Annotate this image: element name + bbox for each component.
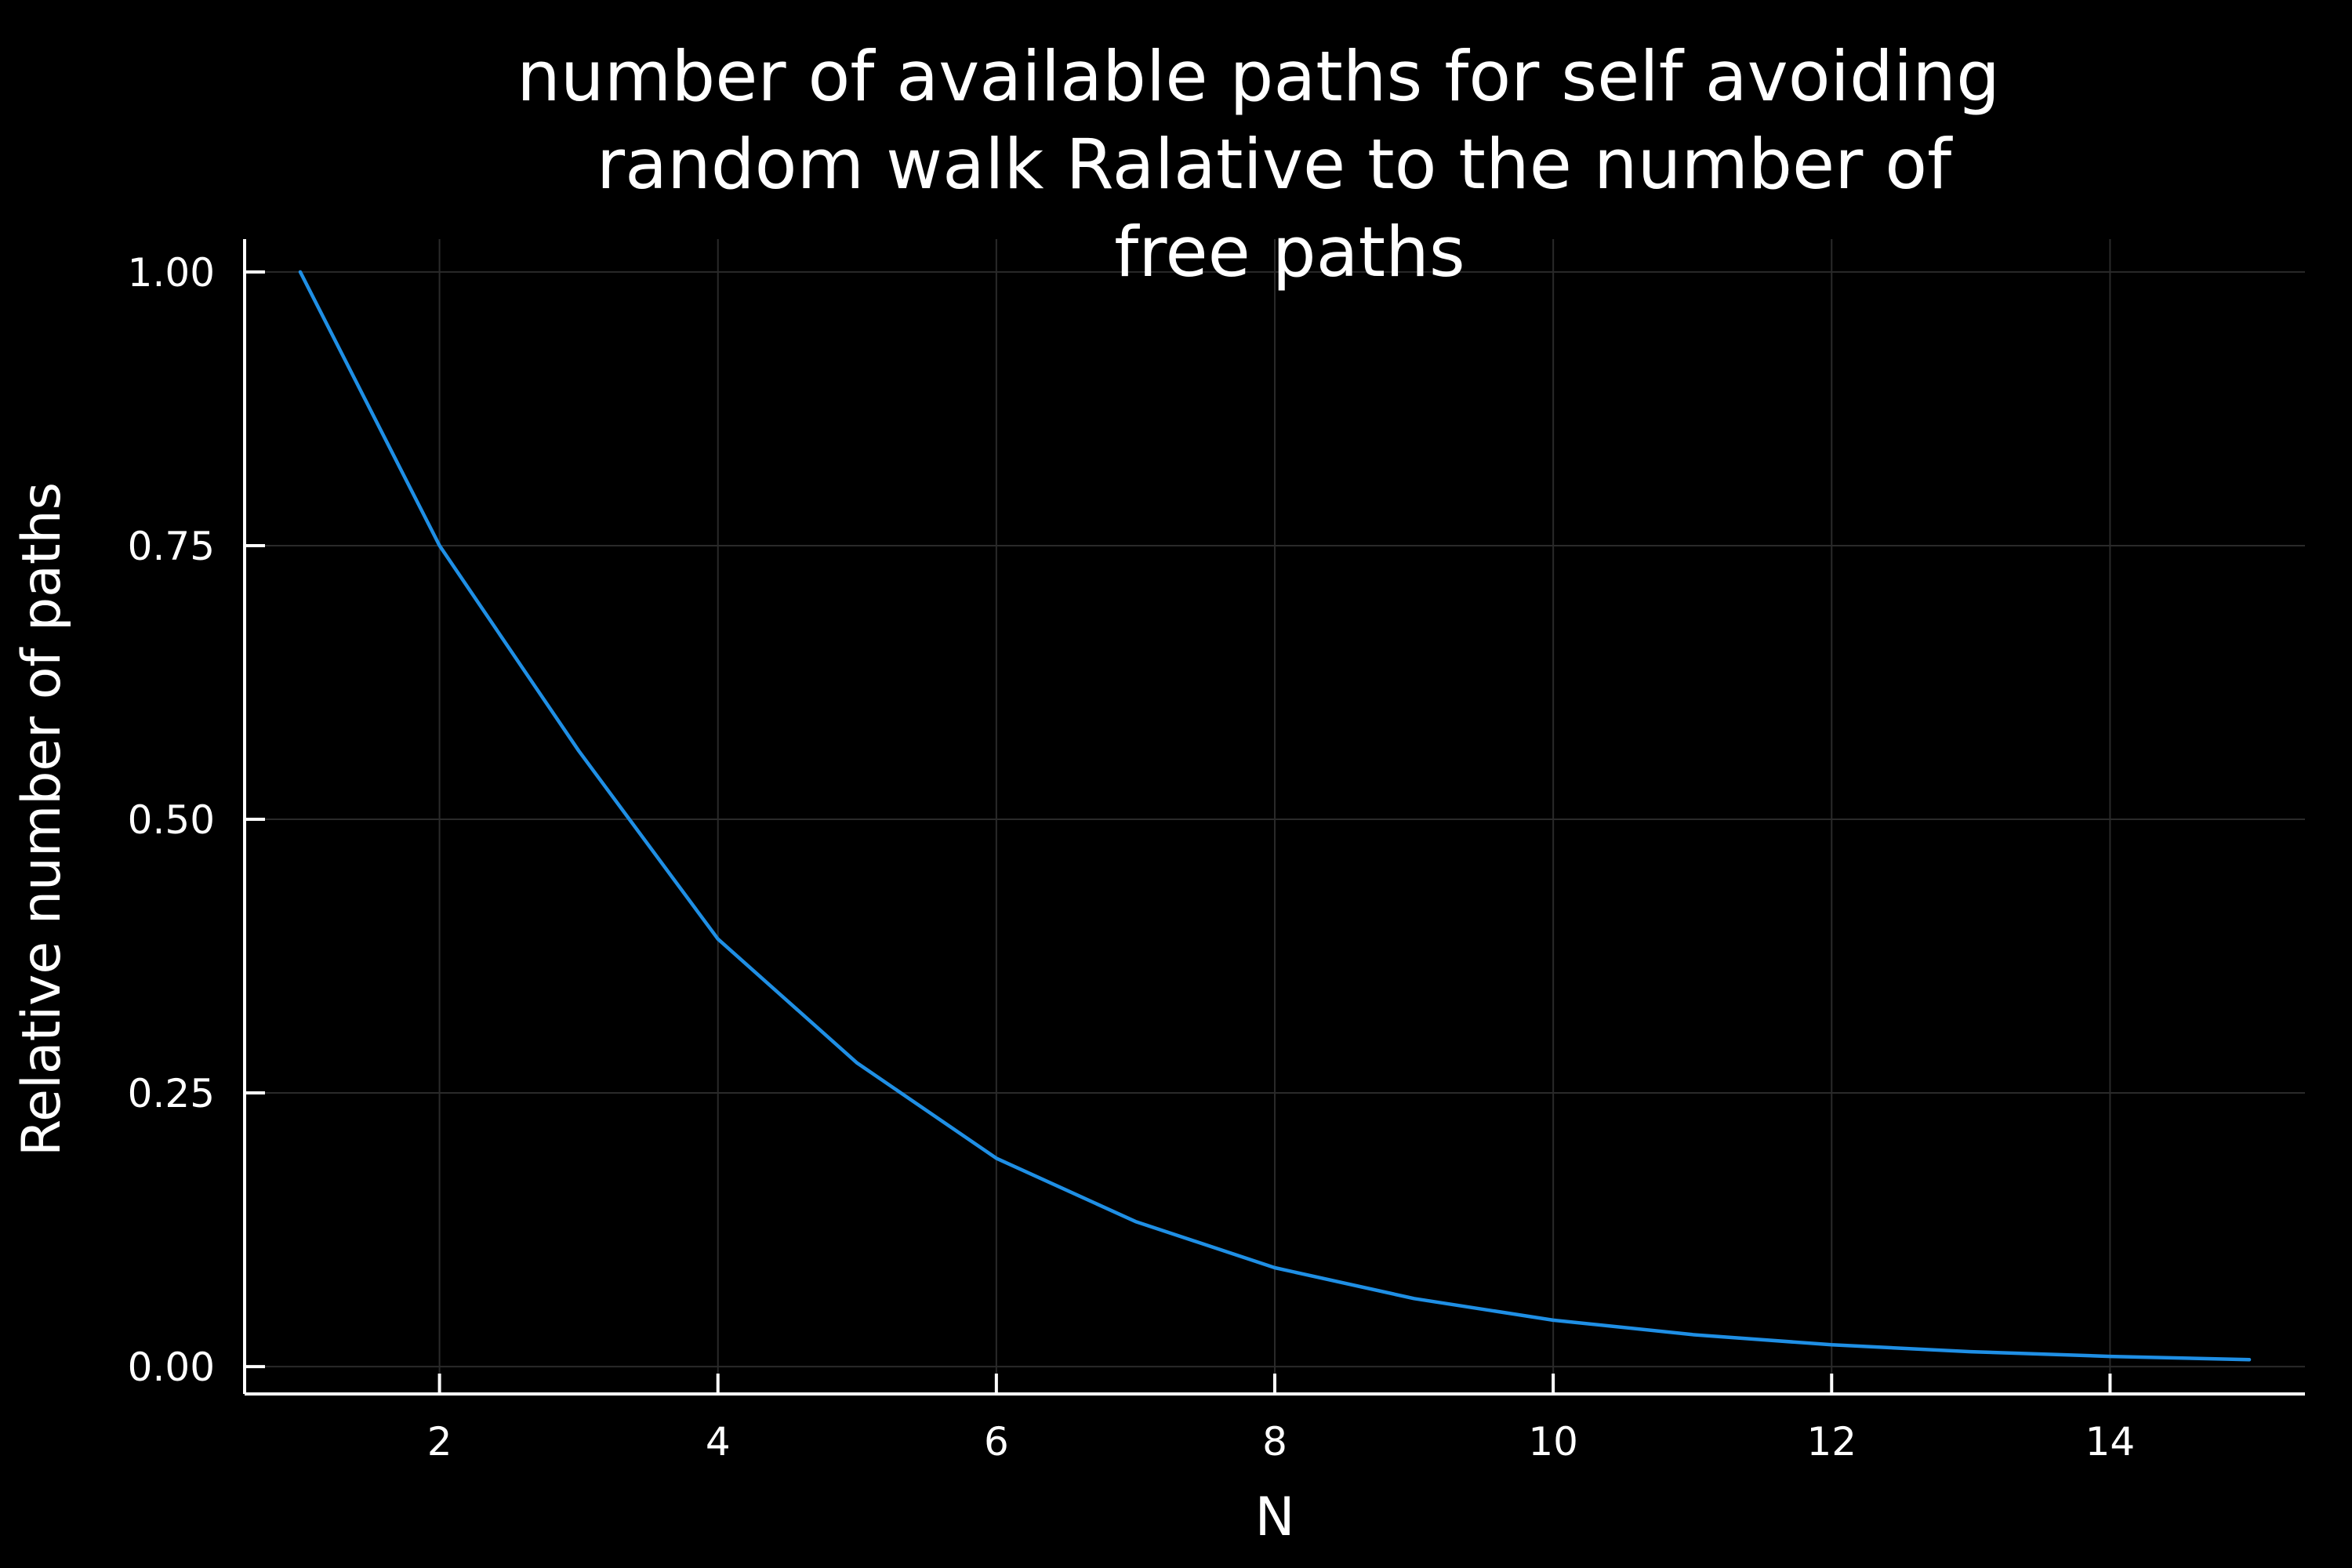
y-tick-label-0.50: 0.50 xyxy=(128,797,215,843)
x-tick-label-2: 2 xyxy=(427,1419,452,1465)
x-tick-label-14: 14 xyxy=(2085,1419,2136,1465)
y-tick-label-0.25: 0.25 xyxy=(128,1071,215,1116)
x-tick-label-4: 4 xyxy=(706,1419,731,1465)
series-line-1 xyxy=(298,270,2252,1362)
x-tick-label-8: 8 xyxy=(1262,1419,1287,1465)
chart-title-line-1: number of available paths for self avoid… xyxy=(517,36,2000,117)
grid xyxy=(245,239,2305,1394)
series xyxy=(298,270,2252,1362)
chart-title-line-3: free paths xyxy=(1114,212,1465,292)
y-tick-label-1.00: 1.00 xyxy=(128,250,215,296)
x-axis-label: N xyxy=(1255,1486,1295,1548)
x-tick-label-6: 6 xyxy=(984,1419,1009,1465)
chart-title-line-2: random walk Ralative to the number of xyxy=(597,124,1953,205)
chart-title: number of available paths for self avoid… xyxy=(517,36,2000,292)
x-tick-label-12: 12 xyxy=(1806,1419,1857,1465)
ticks: 2 4 6 8 10 12 14 0.00 0.25 0.50 0.75 1.00 xyxy=(128,250,2136,1465)
y-tick-label-0.75: 0.75 xyxy=(128,524,215,569)
x-tick-label-10: 10 xyxy=(1528,1419,1578,1465)
y-tick-label-0.00: 0.00 xyxy=(128,1345,215,1390)
y-axis-label: Relative number of paths xyxy=(11,482,73,1156)
